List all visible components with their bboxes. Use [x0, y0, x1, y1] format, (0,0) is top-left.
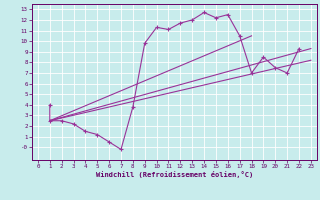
X-axis label: Windchill (Refroidissement éolien,°C): Windchill (Refroidissement éolien,°C)	[96, 171, 253, 178]
